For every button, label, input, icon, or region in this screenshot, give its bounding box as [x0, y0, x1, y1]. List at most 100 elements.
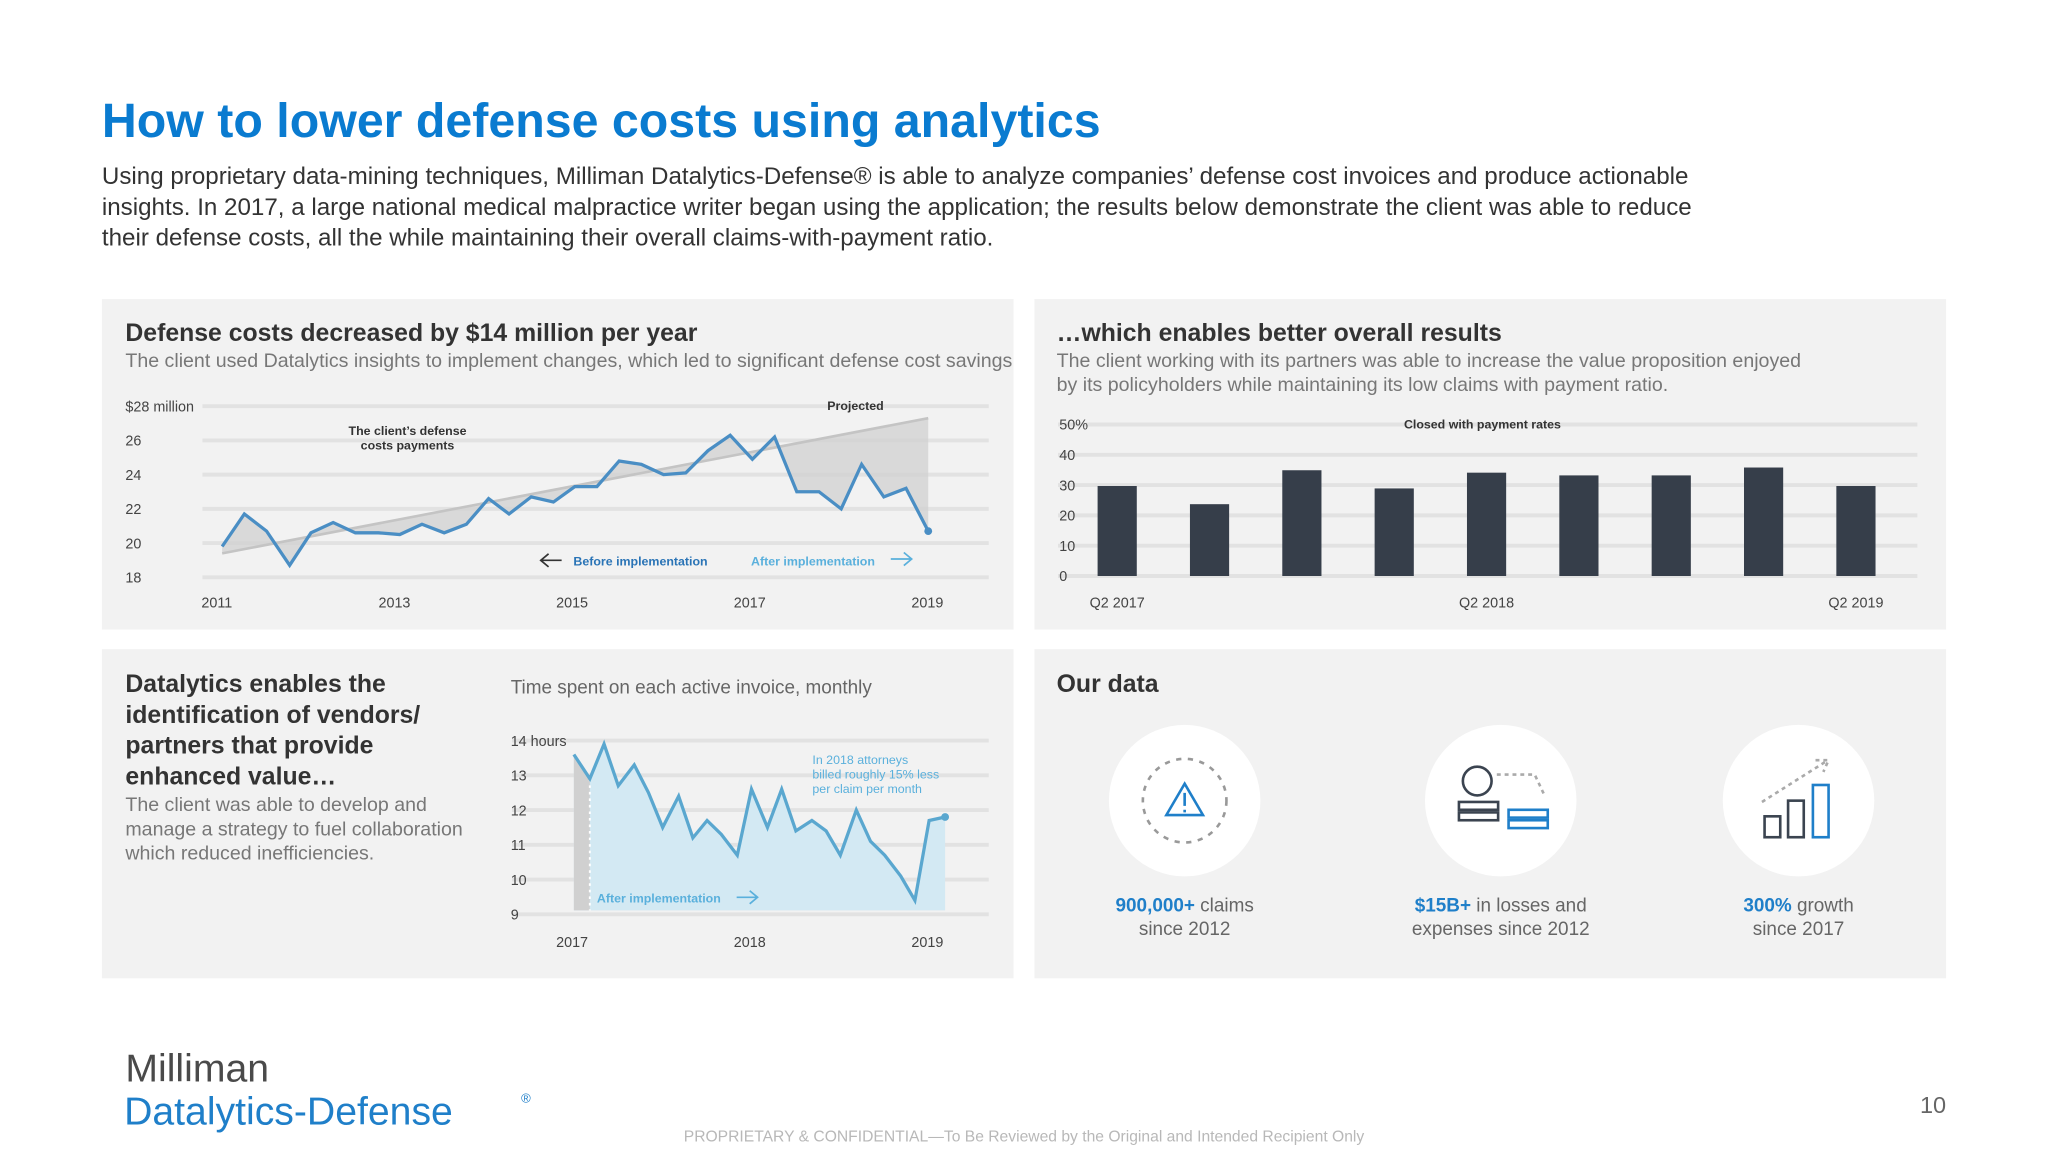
bar	[1559, 475, 1599, 576]
y-tick-label: 0	[1059, 569, 1067, 585]
bar	[1374, 488, 1414, 576]
bar	[1651, 475, 1691, 576]
y-tick-label: 10	[1059, 539, 1075, 555]
icon-stack	[1507, 818, 1550, 830]
bar	[1282, 470, 1322, 576]
panel-title: Our data	[1057, 671, 1159, 698]
logo: Milliman	[125, 1047, 269, 1090]
panel-title: identification of vendors/	[125, 702, 420, 729]
title: How to lower defense costs using analyti…	[102, 94, 1101, 148]
icon-warning	[1164, 781, 1206, 817]
y-tick-label: 22	[125, 502, 141, 518]
panel-title: partners that provide	[125, 733, 373, 760]
panel-subtitle: The client used Datalytics insights to i…	[125, 350, 1012, 372]
annotation: The client’s defense	[349, 424, 467, 438]
line	[572, 739, 946, 906]
y-tick-label: 40	[1059, 448, 1075, 464]
x-tick-label: 2019	[911, 595, 943, 611]
stat: 300% growth	[1743, 896, 1853, 917]
panel	[101, 649, 1014, 979]
stat-highlight: 300%	[1743, 896, 1792, 917]
stat: 900,000+ claims	[1116, 896, 1254, 917]
icon-bar	[1763, 815, 1782, 839]
x-tick-label: 2018	[734, 935, 766, 951]
y-tick-label: 12	[511, 803, 527, 819]
area	[573, 744, 946, 911]
x-tick-label: 2013	[378, 595, 410, 611]
panel-subtitle: manage a strategy to fuel collaboration	[125, 818, 462, 840]
end-point	[924, 527, 933, 536]
intro: insights. In 2017, a large national medi…	[102, 194, 1692, 221]
panel-subtitle: which reduced inefficiencies.	[124, 842, 374, 864]
y-tick-label: 24	[125, 468, 141, 484]
notice: PROPRIETARY & CONFIDENTIAL—To Be Reviewe…	[684, 1129, 1365, 1146]
bar	[1097, 486, 1137, 576]
y-tick-label: 50%	[1059, 418, 1088, 434]
annotation: billed roughly 15% less	[812, 767, 939, 781]
bar	[1189, 504, 1230, 576]
annotation: costs payments	[361, 438, 455, 452]
stat-text: since 2012	[1139, 919, 1231, 940]
x-tick-label: 2011	[201, 595, 232, 611]
panel	[1034, 299, 1947, 630]
y-tick-label: 14 hours	[511, 734, 567, 750]
annotation: After implementation	[751, 555, 875, 569]
y-tick-label: 11	[511, 838, 526, 854]
stat-text: claims	[1200, 896, 1254, 917]
y-tick-label: $28 million	[125, 399, 194, 415]
y-tick-label: 10	[511, 873, 527, 889]
annotation: per claim per month	[812, 782, 922, 796]
stat-text: in losses and	[1476, 896, 1586, 917]
page-number: 10	[1920, 1092, 1946, 1118]
icon-stack	[1457, 811, 1500, 822]
stat-highlight: 900,000+	[1116, 896, 1195, 917]
gap-shade	[222, 418, 929, 566]
x-tick-label: 2017	[734, 595, 766, 611]
bar	[1466, 472, 1507, 576]
annotation: Before implementation	[573, 555, 707, 569]
icon-clock	[1141, 757, 1228, 844]
x-tick-label: 2017	[556, 935, 588, 951]
x-tick-label: 2019	[911, 935, 943, 951]
icon-stack	[1507, 808, 1550, 819]
y-tick-label: 18	[125, 571, 141, 587]
y-tick-label: 20	[125, 536, 141, 552]
stat-highlight: $15B+	[1415, 896, 1471, 917]
intro: their defense costs, all the while maint…	[102, 225, 994, 252]
y-tick-label: 20	[1059, 509, 1075, 525]
y-tick-label: 13	[511, 769, 527, 785]
panel-subtitle: The client was able to develop and	[125, 794, 426, 816]
stat-text: growth	[1797, 896, 1854, 917]
icon-bar	[1786, 799, 1806, 839]
icon-stack	[1457, 800, 1500, 812]
arrow	[890, 551, 913, 567]
bar	[1744, 467, 1784, 576]
x-tick-label: 2015	[556, 595, 588, 611]
panel-title: Datalytics enables the	[125, 671, 385, 698]
annotation: Projected	[827, 399, 883, 413]
arrow	[539, 553, 562, 568]
stat: $15B+ in losses and	[1415, 896, 1587, 917]
icon-coin	[1461, 765, 1493, 797]
icon-bar	[1811, 783, 1830, 839]
bar	[1836, 486, 1876, 576]
chart-title: Closed with payment rates	[1404, 417, 1561, 431]
y-tick-label: 26	[125, 434, 141, 450]
chart-title: Time spent on each active invoice, month…	[511, 678, 873, 699]
stat-text: since 2017	[1753, 919, 1845, 940]
icon-trend	[1761, 758, 1831, 804]
panel-title: enhanced value…	[125, 763, 336, 790]
panel-title: Defense costs decreased by $14 million p…	[125, 320, 697, 347]
icon-bg	[1424, 724, 1577, 877]
stat-text: expenses since 2012	[1412, 919, 1590, 940]
icons	[1108, 724, 1875, 877]
end-point	[941, 813, 950, 821]
x-tick-label: Q2 2017	[1090, 595, 1145, 611]
x-tick-label: Q2 2018	[1459, 595, 1514, 611]
annotation: In 2018 attorneys	[812, 753, 908, 767]
line	[220, 433, 930, 569]
logo: Datalytics-Defense	[124, 1091, 453, 1134]
x-tick-label: Q2 2019	[1828, 595, 1883, 611]
annotation: After implementation	[597, 892, 721, 906]
